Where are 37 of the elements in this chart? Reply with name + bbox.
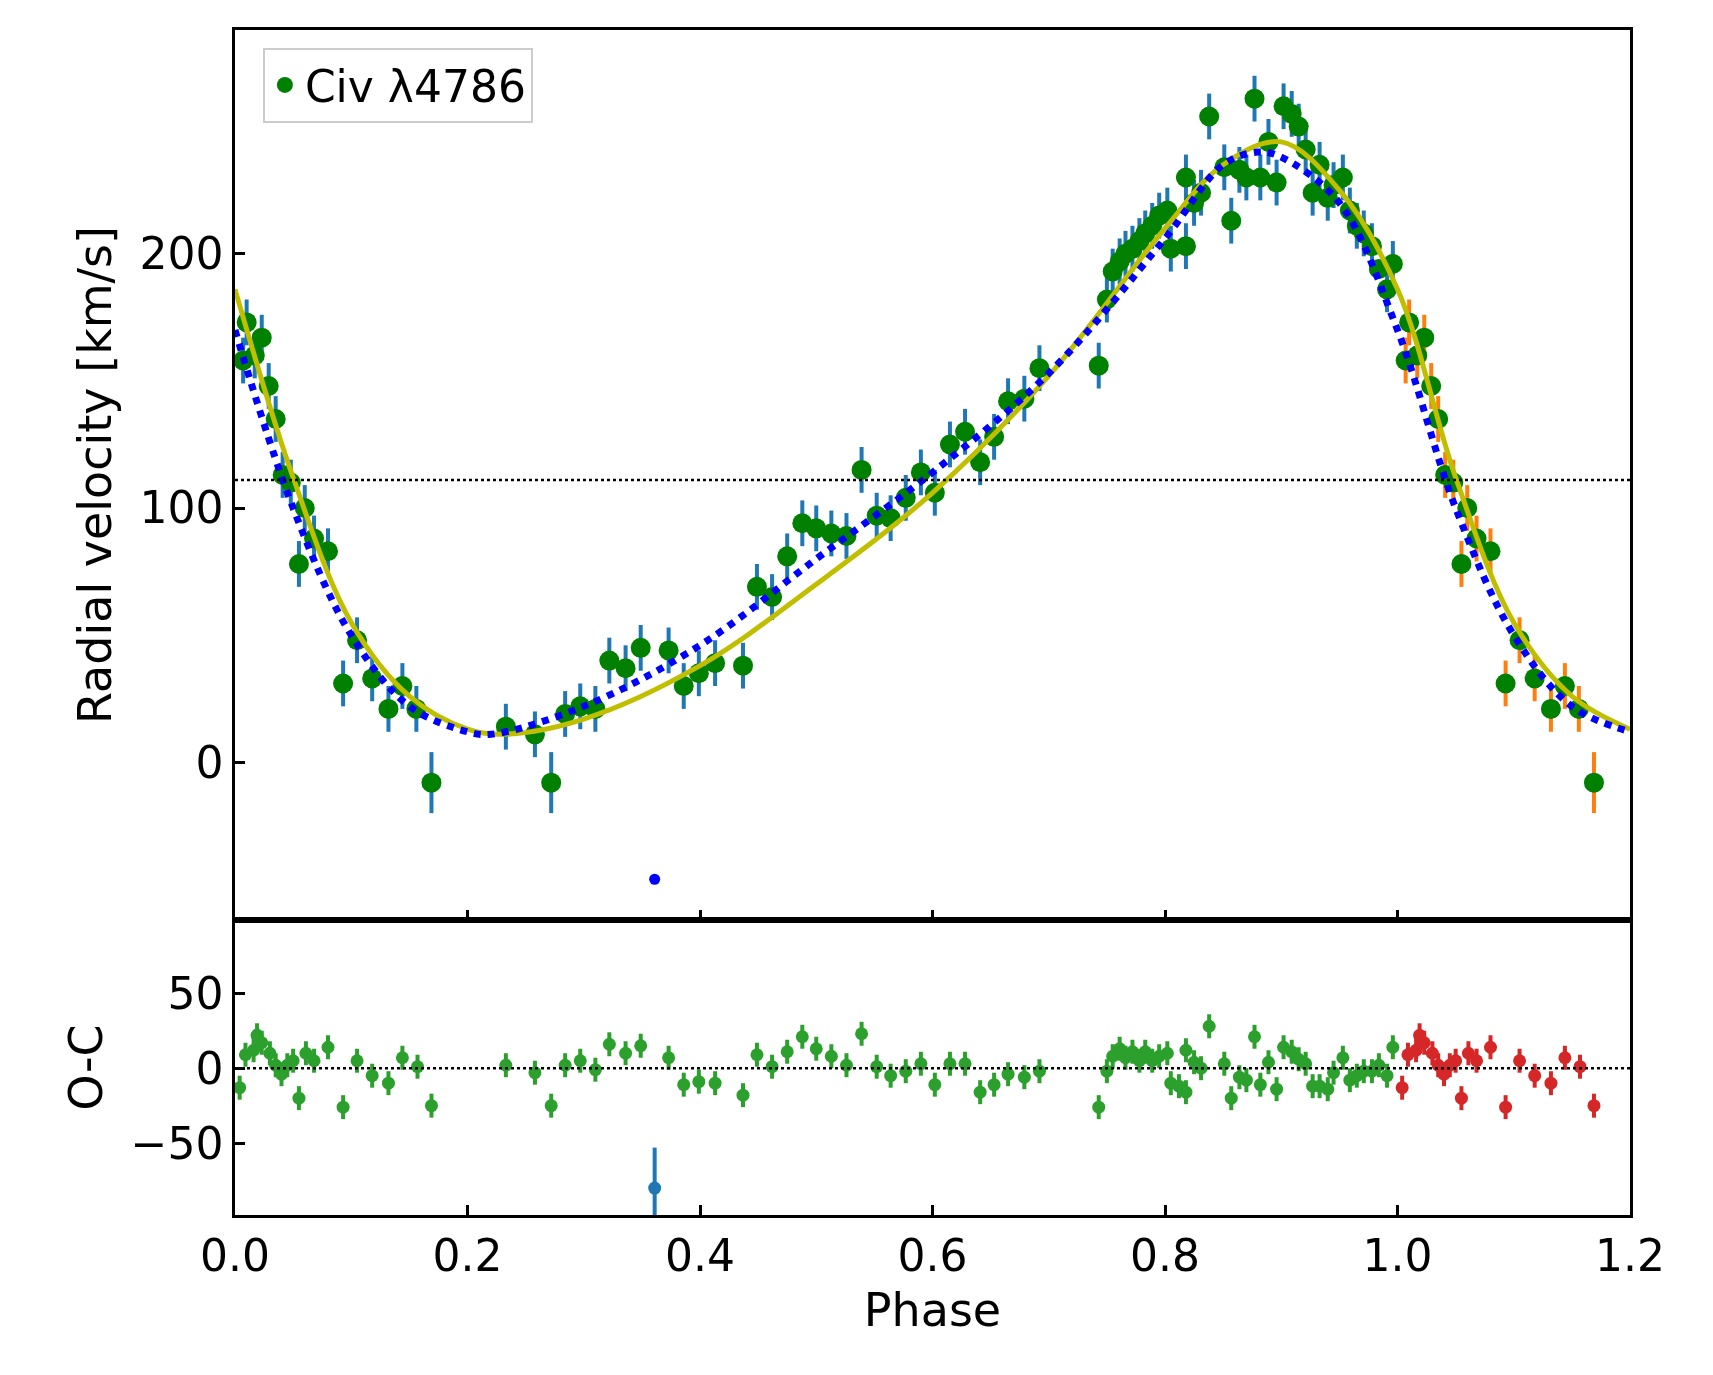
point <box>1495 673 1516 694</box>
y-tick-label: 0 <box>195 736 224 788</box>
y-axis-title: O-C <box>58 1024 113 1111</box>
point <box>1484 1040 1497 1054</box>
point <box>1499 1100 1513 1114</box>
y-tick-label: 100 <box>139 482 224 534</box>
x-tick-label: 0.2 <box>432 1229 503 1281</box>
y-tick-label: 50 <box>167 967 224 1019</box>
point <box>1454 1091 1468 1105</box>
point <box>1461 1046 1475 1060</box>
x-tick-label: 0.4 <box>665 1229 735 1281</box>
x-tick-label: 0.0 <box>200 1229 270 1281</box>
point <box>1425 1046 1439 1060</box>
y-tick-label: 0 <box>195 1042 224 1094</box>
x-tick-label: 1.2 <box>1595 1229 1665 1281</box>
point <box>1449 1054 1463 1068</box>
y-tick-label: −50 <box>130 1117 224 1169</box>
point <box>1583 772 1604 793</box>
point <box>648 1181 662 1195</box>
point <box>1587 1099 1601 1113</box>
x-tick-label: 1.0 <box>1362 1229 1433 1281</box>
point <box>1451 553 1472 574</box>
point <box>1395 1081 1409 1095</box>
legend-label: Civ λ4786 <box>304 61 526 113</box>
x-tick-label: 0.6 <box>897 1229 968 1281</box>
point <box>1540 698 1561 719</box>
x-tick-label: 0.8 <box>1130 1229 1200 1281</box>
point <box>649 873 661 885</box>
point <box>1544 1076 1558 1090</box>
point <box>1409 1043 1423 1057</box>
x-axis-title: Phase <box>863 1283 1002 1338</box>
y-tick-label: 200 <box>139 228 224 280</box>
point <box>1470 1054 1484 1068</box>
y-axis-title: Radial velocity [km/s] <box>67 226 122 724</box>
point <box>1513 1054 1527 1068</box>
point <box>1528 1069 1542 1083</box>
point <box>1558 1051 1572 1065</box>
